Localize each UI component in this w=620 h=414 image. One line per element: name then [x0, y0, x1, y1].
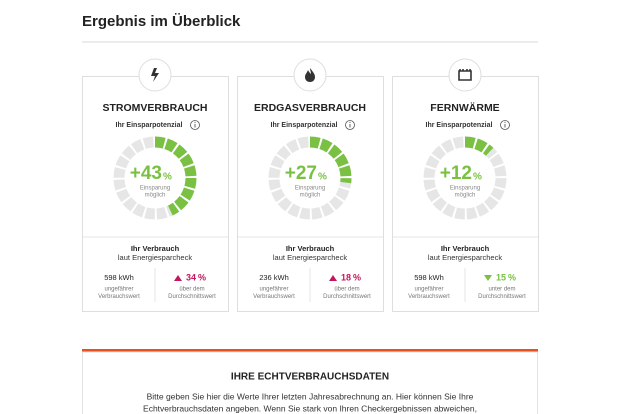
deviation-value: 34 — [186, 272, 196, 282]
potential-label: Ihr Einsparpotenzial — [116, 122, 183, 129]
usage-note: Verbrauchswert — [253, 294, 295, 300]
section-text: Bitte geben Sie hier die Werte Ihrer let… — [147, 391, 474, 401]
savings-value: +43 — [130, 163, 162, 184]
usage-note: ungefährer — [104, 287, 133, 293]
card-icon — [458, 69, 472, 81]
deviation-value: 15 — [496, 272, 506, 282]
info-icon — [345, 120, 355, 130]
section-box — [82, 351, 538, 414]
usage-subtitle: laut Energiesparcheck — [428, 253, 502, 262]
section-accent — [82, 349, 538, 352]
usage-note: ungefährer — [414, 287, 443, 293]
usage-note: ungefährer — [259, 287, 288, 293]
deviation-arrow — [329, 275, 337, 281]
card-icon-badge — [448, 58, 482, 92]
savings-note: Einsparung — [140, 186, 170, 192]
usage-title: Ihr Verbrauch — [131, 244, 180, 253]
deviation-note: Durchschnittswert — [323, 294, 371, 300]
info-icon-dot — [349, 121, 351, 123]
savings-note: Einsparung — [450, 186, 480, 192]
gauge-value — [309, 136, 352, 184]
card-icon — [151, 68, 159, 82]
usage-note: Verbrauchswert — [98, 294, 140, 300]
result-card: STROMVERBRAUCH Ihr Einsparpotenzial +43 % Ei… — [82, 58, 229, 312]
savings-note: möglich — [145, 193, 166, 199]
savings-unit: % — [318, 172, 327, 183]
result-card: ERDGASVERBRAUCH Ihr Einsparpotenzial +27 % E… — [237, 58, 384, 312]
deviation-unit: % — [508, 272, 516, 282]
savings-value: +12 — [440, 163, 472, 184]
deviation-note: Durchschnittswert — [168, 294, 216, 300]
card-title: FERNWÄRME — [430, 101, 499, 114]
gauge-value — [464, 136, 494, 156]
deviation-note: über dem — [179, 287, 204, 293]
usage-title: Ihr Verbrauch — [441, 244, 490, 253]
card-title: ERDGASVERBRAUCH — [254, 102, 366, 114]
deviation-note: unter dem — [488, 287, 515, 293]
info-icon — [500, 120, 510, 130]
usage-note: Verbrauchswert — [408, 294, 450, 300]
section-title: IHRE ECHTVERBRAUCHSDATEN — [231, 372, 389, 383]
usage-value: 598 kWh — [414, 273, 444, 282]
potential-label: Ihr Einsparpotenzial — [426, 122, 493, 129]
info-icon — [190, 120, 200, 130]
result-card: FERNWÄRME Ihr Einsparpotenzial +12 % Einspar… — [392, 58, 539, 312]
section-text: Echtverbrauchsdaten angeben. Wenn Sie st… — [143, 403, 477, 413]
card-title: STROMVERBRAUCH — [103, 102, 208, 114]
usage-value: 598 kWh — [104, 273, 134, 282]
usage-subtitle: laut Energiesparcheck — [118, 253, 192, 262]
deviation-unit: % — [198, 272, 206, 282]
savings-note: Einsparung — [295, 186, 325, 192]
deviation-unit: % — [353, 272, 361, 282]
potential-label: Ihr Einsparpotenzial — [271, 122, 338, 129]
deviation-value: 18 — [341, 272, 351, 282]
savings-unit: % — [163, 172, 172, 183]
deviation-note: Durchschnittswert — [478, 294, 526, 300]
deviation-arrow — [174, 275, 182, 281]
savings-note: möglich — [455, 193, 476, 199]
usage-subtitle: laut Energiesparcheck — [273, 253, 347, 262]
usage-title: Ihr Verbrauch — [286, 244, 335, 253]
savings-value: +27 — [285, 163, 317, 184]
page-title: Ergebnis im Überblick — [82, 13, 241, 30]
card-icon — [305, 68, 315, 82]
usage-value: 236 kWh — [259, 273, 289, 282]
info-icon-dot — [504, 121, 506, 123]
savings-unit: % — [473, 172, 482, 183]
deviation-note: über dem — [334, 287, 359, 293]
deviation-arrow — [484, 275, 492, 281]
gauge-value — [154, 136, 197, 216]
info-icon-dot — [194, 121, 196, 123]
savings-note: möglich — [300, 193, 321, 199]
